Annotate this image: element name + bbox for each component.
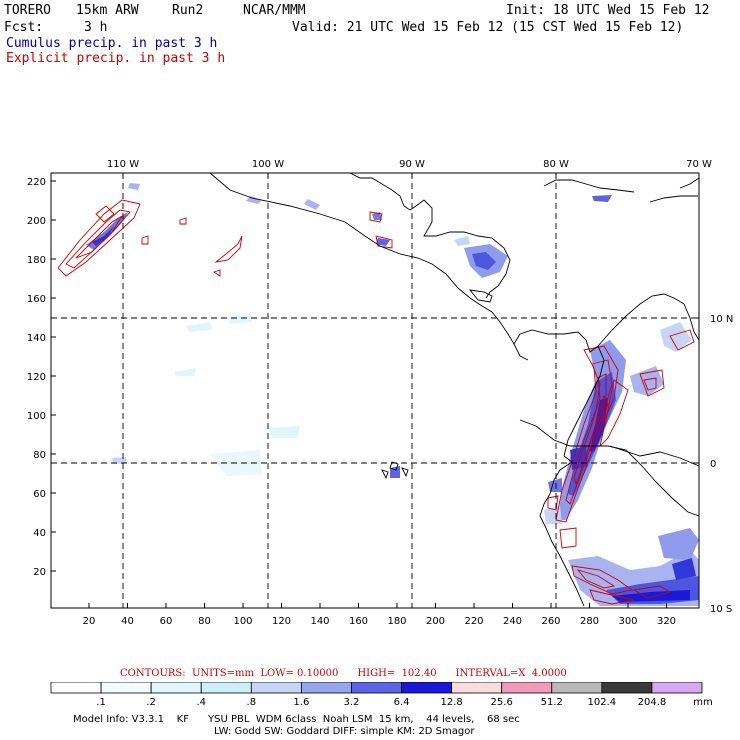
x-tick-label: 120	[272, 616, 291, 627]
physics-info-line: LW: Godd SW: Goddard DIFF: simple KM: 2D…	[214, 726, 475, 737]
colorbar-swatch	[401, 682, 453, 694]
colorbar-tick-label: 51.2	[540, 697, 563, 708]
y-tick-label: 80	[33, 450, 46, 461]
colorbar-swatch	[50, 682, 102, 694]
colorbar-swatch	[200, 682, 252, 694]
colorbar-swatch	[451, 682, 503, 694]
colorbar-tick-label: .1	[96, 697, 106, 708]
map-frame-bg	[51, 173, 699, 608]
x-tick-label: 220	[464, 616, 483, 627]
model-info-line: Model Info: V3.3.1 KF YSU PBL WDM 6class…	[73, 714, 520, 725]
colorbar-swatch	[100, 682, 152, 694]
valid-time: Valid: 21 UTC Wed 15 Feb 12 (15 CST Wed …	[292, 20, 684, 35]
forecast-hour: 3 h	[84, 20, 108, 35]
lon-label: 80 W	[543, 159, 569, 170]
lon-label: 70 W	[686, 159, 712, 170]
x-tick-label: 140	[310, 616, 329, 627]
y-tick-label: 100	[27, 411, 46, 422]
y-tick-label: 200	[27, 216, 46, 227]
x-tick-label: 160	[349, 616, 368, 627]
colorbar-tick-label: .2	[146, 697, 156, 708]
x-tick-label: 40	[121, 616, 134, 627]
map-border	[50, 172, 700, 609]
x-tick-label: 300	[618, 616, 637, 627]
x-tick-label: 200	[426, 616, 445, 627]
colorbar-swatch	[351, 682, 402, 694]
cumulus-precip-label: Cumulus precip. in past 3 h	[6, 36, 218, 51]
y-tick-label: 40	[33, 528, 46, 539]
lat-label: 10 N	[710, 314, 733, 325]
y-tick-label: 120	[27, 372, 46, 383]
explicit-precip-contours	[57, 199, 695, 605]
colorbar-tick-label: 204.8	[637, 697, 667, 708]
y-tick-label: 180	[27, 255, 46, 266]
colorbar-tick-label: 1.6	[293, 697, 310, 708]
colorbar-swatch	[300, 682, 352, 694]
colorbar-tick-label: 6.4	[393, 697, 410, 708]
colorbar-swatch	[250, 682, 302, 694]
colorbar-tick-label: 12.8	[440, 697, 463, 708]
y-tick-label: 220	[27, 177, 46, 188]
colorbar-tick-label: 102.4	[587, 697, 617, 708]
y-tick-label: 140	[27, 333, 46, 344]
model-name: TORERO	[4, 3, 51, 18]
x-tick-label: 260	[541, 616, 560, 627]
coastlines	[209, 172, 700, 607]
axis-ticks	[51, 173, 700, 609]
colorbar-tick-label: 25.6	[490, 697, 513, 708]
x-tick-label: 20	[83, 616, 96, 627]
graticule	[51, 173, 699, 608]
colorbar-tick-label: .8	[246, 697, 257, 708]
init-time: Init: 18 UTC Wed 15 Feb 12	[506, 3, 710, 18]
y-tick-label: 60	[33, 489, 46, 500]
x-tick-label: 240	[503, 616, 522, 627]
organization: NCAR/MMM	[243, 3, 306, 18]
contours-info: CONTOURS: UNITS=mm LOW= 0.10000 HIGH= 10…	[120, 668, 567, 679]
y-tick-label: 160	[27, 294, 46, 305]
colorbar-swatch	[150, 682, 202, 694]
run-label: Run2	[172, 3, 204, 18]
x-tick-label: 100	[233, 616, 252, 627]
colorbar-units: mm	[693, 697, 713, 708]
lon-label: 110 W	[107, 159, 139, 170]
model-resolution: 15km ARW	[76, 3, 139, 18]
lat-label: 10 S	[710, 604, 732, 615]
lon-label: 100 W	[252, 159, 284, 170]
x-tick-label: 280	[580, 616, 599, 627]
x-tick-label: 180	[387, 616, 406, 627]
axis-labels: 110 W 100 W 90 W 80 W 70 W 10 N 0 10 S 220 200 180…	[27, 159, 733, 627]
x-tick-label: 320	[657, 616, 676, 627]
colorbar-swatch	[501, 682, 553, 694]
colorbar-tick-label: .4	[196, 697, 206, 708]
colorbar-swatch	[601, 682, 653, 694]
explicit-precip-label: Explicit precip. in past 3 h	[6, 51, 226, 66]
y-tick-label: 20	[33, 567, 46, 578]
colorbar-swatch	[651, 682, 703, 694]
colorbar	[50, 682, 703, 694]
x-tick-label: 80	[198, 616, 211, 627]
colorbar-tick-label: 3.2	[343, 697, 360, 708]
x-tick-label: 60	[160, 616, 173, 627]
forecast-label: Fcst:	[4, 20, 44, 35]
colorbar-swatch	[551, 682, 603, 694]
lat-label: 0	[710, 459, 716, 470]
lon-label: 90 W	[399, 159, 425, 170]
